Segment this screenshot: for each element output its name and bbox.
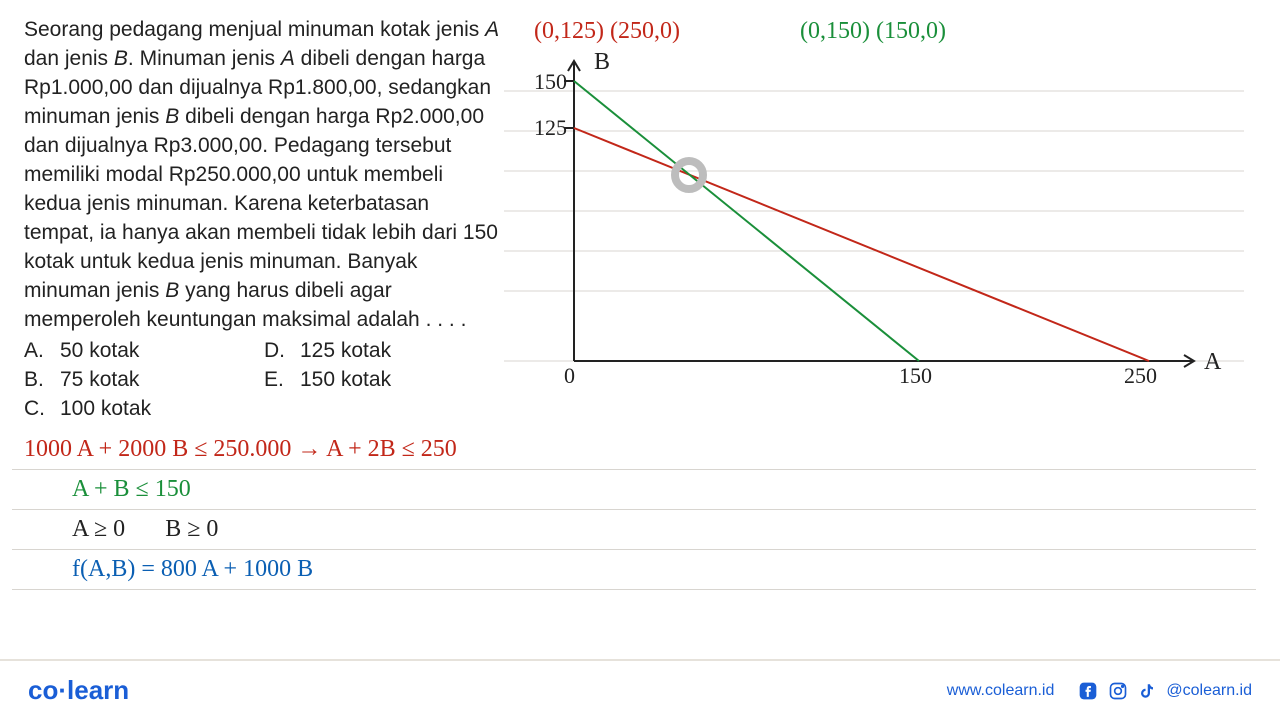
xtick-150: 150: [899, 363, 932, 388]
work-line-3a: A ≥ 0: [24, 516, 125, 543]
footer-handle: @colearn.id: [1166, 682, 1252, 700]
instagram-icon: [1108, 681, 1128, 701]
axis-b-label: B: [594, 51, 610, 75]
option-c-letter: C.: [24, 395, 60, 424]
facebook-icon: [1078, 681, 1098, 701]
chart-area: (0,125) (250,0) (0,150) (150,0): [504, 16, 1256, 424]
points-green: (0,150) (150,0): [800, 18, 946, 45]
option-b-letter: B.: [24, 366, 60, 395]
problem-body: Seorang pedagang menjual minuman kotak j…: [24, 18, 499, 331]
option-d: 125 kotak: [300, 337, 391, 366]
option-a-letter: A.: [24, 337, 60, 366]
origin-label: 0: [564, 363, 575, 388]
red-constraint-line: [574, 128, 1149, 361]
worked-solution: 1000 A + 2000 B ≤ 250.000 → A + 2B ≤ 250…: [0, 424, 1280, 628]
option-e: 150 kotak: [300, 366, 391, 395]
social-links: @colearn.id: [1078, 681, 1252, 701]
work-line-3b: B ≥ 0: [165, 516, 218, 543]
option-d-letter: D.: [264, 337, 300, 366]
work-line-1: 1000 A + 2000 B ≤ 250.000 → A + 2B ≤ 250: [24, 436, 457, 463]
option-a: 50 kotak: [60, 337, 139, 366]
work-line-2: A + B ≤ 150: [24, 476, 191, 503]
green-constraint-line: [574, 81, 919, 361]
work-line-4: f(A,B) = 800 A + 1000 B: [24, 556, 313, 583]
answer-options: A.50 kotak B.75 kotak C.100 kotak D.125 …: [24, 337, 504, 424]
footer-url: www.colearn.id: [947, 682, 1055, 700]
option-b: 75 kotak: [60, 366, 139, 395]
points-red: (0,125) (250,0): [534, 18, 680, 45]
ytick-125: 125: [534, 115, 567, 140]
problem-text: Seorang pedagang menjual minuman kotak j…: [24, 16, 504, 424]
axis-a-label: A: [1204, 349, 1222, 375]
option-e-letter: E.: [264, 366, 300, 395]
option-c: 100 kotak: [60, 395, 151, 424]
constraint-chart: B A 150 125 0 150 250: [504, 51, 1244, 391]
tiktok-icon: [1138, 681, 1156, 701]
ytick-150: 150: [534, 69, 567, 94]
xtick-250: 250: [1124, 363, 1157, 388]
brand-logo: co·learn: [28, 675, 129, 706]
footer: co·learn www.colearn.id @colearn.id: [0, 659, 1280, 706]
